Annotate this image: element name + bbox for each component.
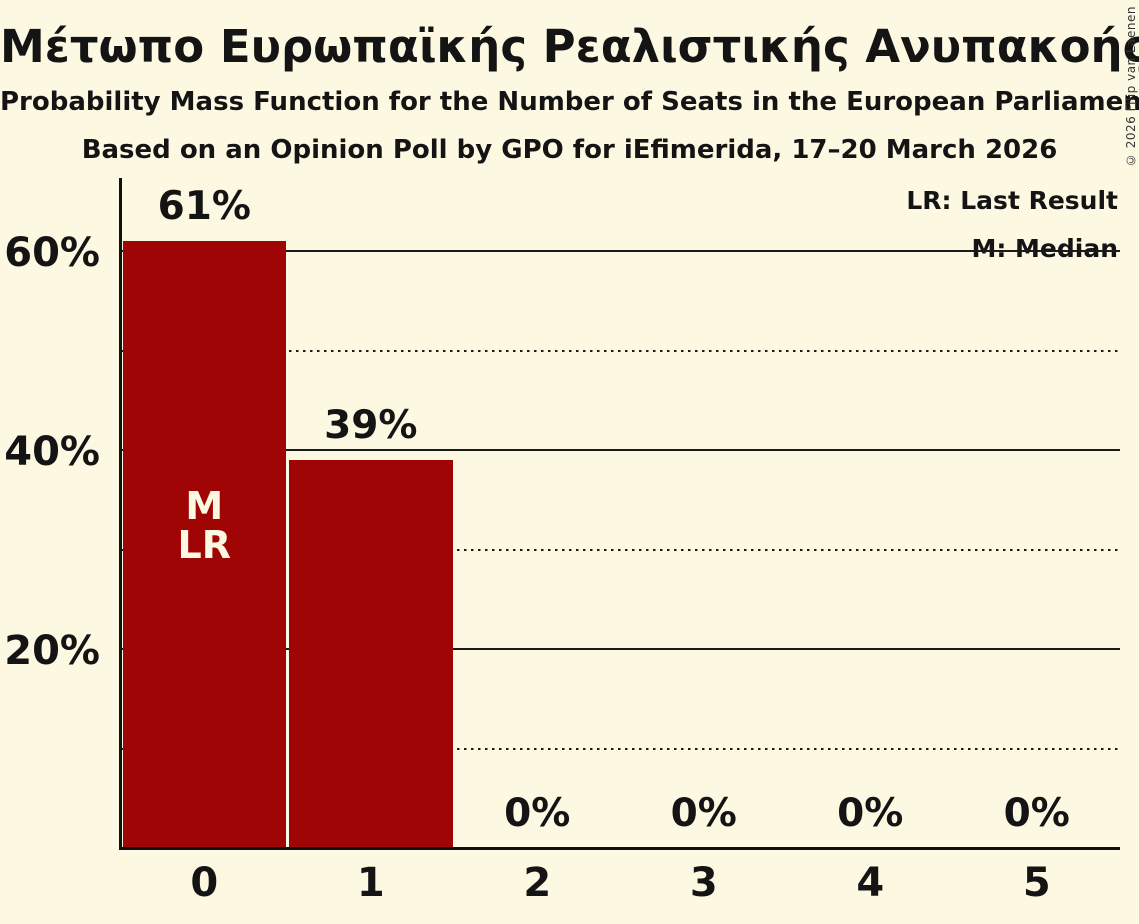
bar-value-label: 0% — [670, 791, 737, 836]
bar-value-label: 0% — [837, 791, 904, 836]
x-tick-label: 2 — [523, 860, 552, 906]
y-tick-label: 60% — [4, 230, 100, 276]
bar-value-label: 39% — [324, 402, 418, 448]
bar-seats-0 — [122, 241, 286, 848]
y-axis — [118, 178, 122, 850]
x-tick-label: 4 — [856, 860, 885, 906]
subtitle-pmf: Probability Mass Function for the Number… — [0, 87, 1139, 117]
x-tick-label: 5 — [1022, 860, 1051, 906]
x-tick-label: 1 — [356, 860, 385, 906]
x-tick-label: 0 — [190, 860, 219, 906]
x-axis — [118, 847, 1120, 850]
y-tick-label: 40% — [4, 429, 100, 475]
gridline-dotted-50 — [121, 349, 1120, 352]
legend-last-result-label: LR: Last Result — [906, 186, 1118, 215]
bar-value-label: 61% — [157, 184, 251, 230]
copyright-notice: © 2026 Filip van Laenen — [1124, 6, 1138, 168]
gridline-dotted-30 — [121, 548, 1120, 551]
subtitle-poll: Based on an Opinion Poll by GPO for iEfi… — [81, 135, 1058, 165]
bar-seats-1 — [289, 459, 453, 848]
gridline-solid-60 — [121, 250, 1120, 252]
median-last-result-annotation: M LR — [177, 484, 231, 567]
page-title: Μέτωπο Ευρωπαϊκής Ρεαλιστικής Ανυπακοής … — [0, 20, 1139, 73]
y-tick-label: 20% — [4, 628, 100, 674]
bar-value-label: 0% — [504, 791, 571, 836]
gridline-solid-20 — [121, 648, 1120, 650]
legend-median-label: M: Median — [971, 234, 1118, 263]
bar-value-label: 0% — [1003, 791, 1070, 836]
x-tick-label: 3 — [689, 860, 718, 906]
gridline-dotted-10 — [121, 747, 1120, 750]
gridline-solid-40 — [121, 449, 1120, 451]
